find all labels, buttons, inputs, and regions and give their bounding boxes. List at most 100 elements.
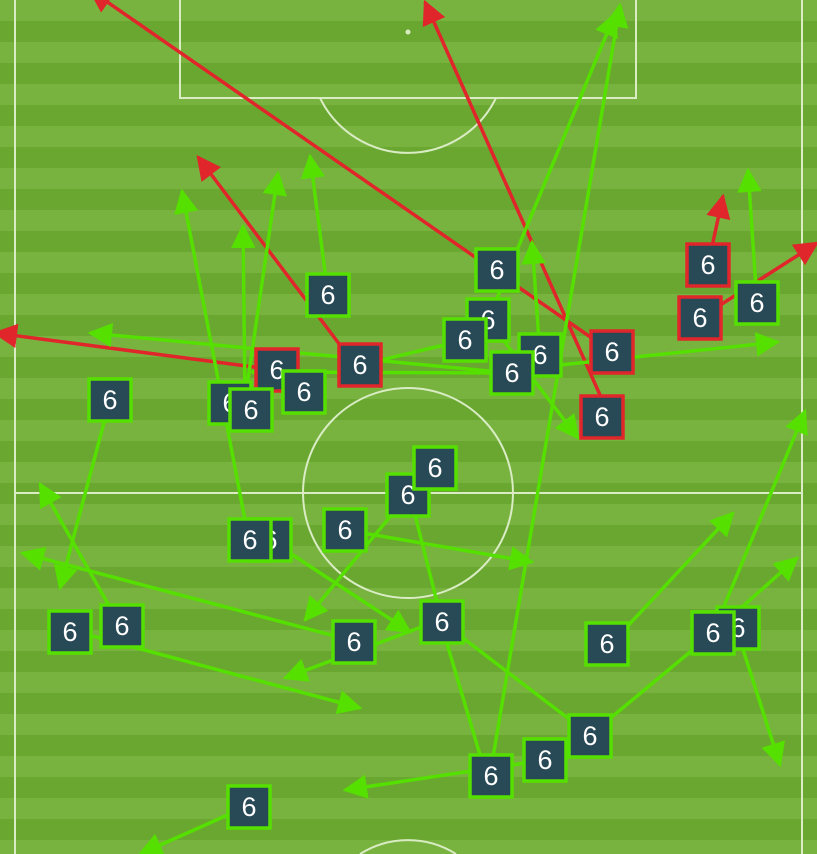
bottom-penalty-arc — [359, 839, 457, 854]
player-marker-box — [99, 603, 145, 649]
player-marker[interactable]: 6 — [47, 609, 93, 655]
pitch-stripe — [0, 672, 817, 693]
player-number: 6 — [269, 355, 284, 385]
player-number: 6 — [489, 255, 504, 285]
player-number: 6 — [434, 607, 449, 637]
pitch-stripe — [0, 42, 817, 63]
player-marker[interactable]: 6 — [474, 247, 520, 293]
player-marker[interactable]: 6 — [584, 621, 630, 667]
player-marker[interactable]: 6 — [412, 445, 458, 491]
player-marker[interactable]: 6 — [419, 599, 465, 645]
pitch-stripe — [0, 840, 817, 854]
player-marker[interactable]: 6 — [99, 603, 145, 649]
player-marker[interactable]: 6 — [228, 387, 274, 433]
pitch-stripe — [0, 735, 817, 756]
player-marker-box — [322, 507, 368, 553]
player-marker[interactable]: 6 — [281, 369, 327, 415]
player-number: 6 — [346, 627, 361, 657]
successful-pass-arrow — [608, 511, 735, 647]
unsuccessful-pass-arrow — [0, 323, 278, 372]
pitch-stripe — [0, 567, 817, 588]
player-marker[interactable]: 6 — [589, 329, 635, 375]
player-number: 6 — [114, 611, 129, 641]
player-marker-box — [468, 753, 514, 799]
player-number: 6 — [705, 618, 720, 648]
centre-circle — [302, 387, 514, 599]
pitch-stripe — [0, 168, 817, 189]
pitch-stripe — [0, 84, 817, 105]
player-marker-box — [305, 272, 351, 318]
player-marker[interactable]: 6 — [226, 784, 272, 830]
unsuccessful-pass-arrow — [422, 0, 602, 396]
player-number: 6 — [62, 617, 77, 647]
player-number: 6 — [296, 377, 311, 407]
player-number: 6 — [242, 525, 257, 555]
player-marker[interactable]: 6 — [567, 713, 613, 759]
player-marker-box — [412, 445, 458, 491]
unsuccessful-pass-arrow — [87, 0, 613, 354]
pitch-stripe — [0, 210, 817, 231]
successful-pass-arrow — [87, 322, 511, 375]
player-number: 6 — [400, 480, 415, 510]
player-marker[interactable]: 6 — [690, 610, 736, 656]
successful-pass-arrow — [174, 188, 247, 521]
pitch-stripe — [0, 273, 817, 294]
player-marker[interactable]: 6 — [734, 280, 780, 326]
player-number: 6 — [537, 745, 552, 775]
player-number: 6 — [504, 358, 519, 388]
pitch-stripe — [0, 147, 817, 168]
player-marker-box — [228, 387, 274, 433]
pitch-stripe — [0, 441, 817, 462]
player-number: 6 — [483, 761, 498, 791]
player-number: 6 — [594, 402, 609, 432]
player-marker[interactable]: 6 — [442, 317, 488, 363]
pitch-stripe — [0, 525, 817, 546]
player-marker-box — [489, 350, 535, 396]
player-marker-box — [690, 610, 736, 656]
player-marker[interactable]: 6 — [522, 737, 568, 783]
pitch-stripe — [0, 714, 817, 735]
player-marker[interactable]: 6 — [331, 619, 377, 665]
player-marker-box — [579, 394, 625, 440]
player-marker[interactable]: 6 — [305, 272, 351, 318]
player-number: 6 — [582, 721, 597, 751]
player-marker-box — [442, 317, 488, 363]
player-number: 6 — [427, 453, 442, 483]
player-number: 6 — [599, 629, 614, 659]
player-marker-box — [677, 295, 723, 341]
pitch-stripe — [0, 546, 817, 567]
pitch-stripe — [0, 63, 817, 84]
player-marker[interactable]: 6 — [489, 350, 535, 396]
player-number: 6 — [604, 337, 619, 367]
successful-pass-arrow — [38, 481, 122, 626]
player-marker-box — [734, 280, 780, 326]
pitch-stripe — [0, 819, 817, 840]
successful-pass-arrow — [738, 639, 785, 768]
player-marker-box — [522, 737, 568, 783]
player-marker[interactable]: 6 — [579, 394, 625, 440]
player-marker-box — [685, 242, 731, 288]
pitch-stripe — [0, 252, 817, 273]
player-number: 6 — [241, 792, 256, 822]
pitch-stripe — [0, 126, 817, 147]
player-marker[interactable]: 6 — [227, 517, 273, 563]
player-number: 6 — [337, 515, 352, 545]
penalty-spot — [405, 29, 411, 35]
player-marker-box — [87, 377, 133, 423]
pitch-stripe — [0, 693, 817, 714]
player-marker[interactable]: 6 — [87, 377, 133, 423]
player-marker[interactable]: 6 — [337, 342, 383, 388]
player-number: 6 — [102, 385, 117, 415]
successful-pass-arrow — [19, 546, 351, 642]
successful-pass-arrow — [300, 153, 330, 296]
player-marker[interactable]: 6 — [468, 753, 514, 799]
player-marker[interactable]: 6 — [685, 242, 731, 288]
player-marker[interactable]: 6 — [677, 295, 723, 341]
player-number: 6 — [457, 325, 472, 355]
player-number: 6 — [320, 280, 335, 310]
player-marker[interactable]: 6 — [322, 507, 368, 553]
player-marker-box — [337, 342, 383, 388]
player-marker-box — [331, 619, 377, 665]
